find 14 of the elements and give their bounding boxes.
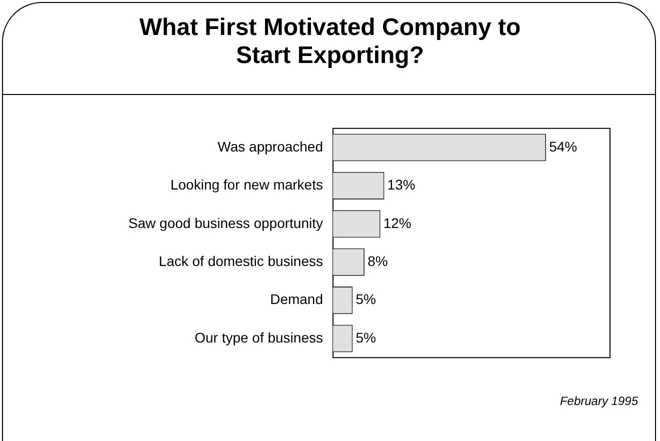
chart-title: What First Motivated Company to Start Exporting? — [138, 14, 522, 70]
y-tick-label: Our type of business — [194, 329, 323, 346]
y-tick-label: Saw good business opportunity — [128, 214, 323, 231]
data-label: 13% — [387, 176, 416, 193]
data-label: 5% — [356, 329, 376, 346]
y-tick-label: Looking for new markets — [170, 176, 323, 193]
y-tick-label: Lack of domestic business — [158, 252, 323, 269]
text: February 1995 — [560, 394, 638, 408]
data-label: 8% — [368, 252, 388, 269]
data-label: 12% — [383, 214, 412, 231]
y-tick-label: Was approached — [218, 138, 323, 154]
data-label: 54% — [549, 138, 578, 154]
data-label: 5% — [356, 291, 376, 308]
y-tick-label: Demand — [270, 291, 323, 308]
